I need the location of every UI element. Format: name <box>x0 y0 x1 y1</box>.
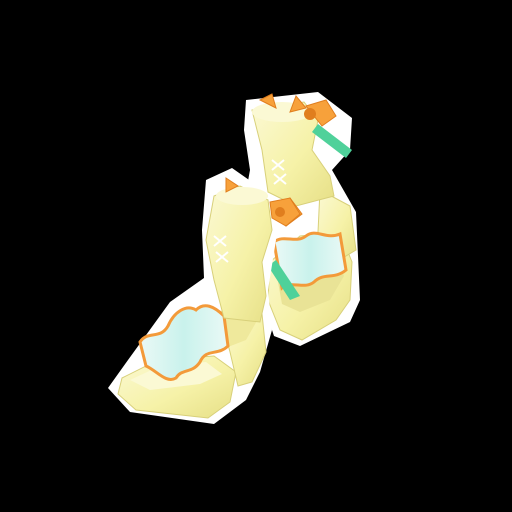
front-sandal-lacing <box>213 235 229 263</box>
back-sandal-ribbon <box>312 124 352 158</box>
front-sandal-ruffle <box>138 304 230 381</box>
back-sandal-bow <box>258 93 352 158</box>
front-sandal-opening <box>216 187 268 205</box>
front-sandal <box>108 168 301 424</box>
front-sandal-bow <box>225 177 301 227</box>
back-sandal-lacing <box>271 159 287 185</box>
back-sandal-ruffle <box>272 231 348 291</box>
back-sandal <box>242 92 360 346</box>
